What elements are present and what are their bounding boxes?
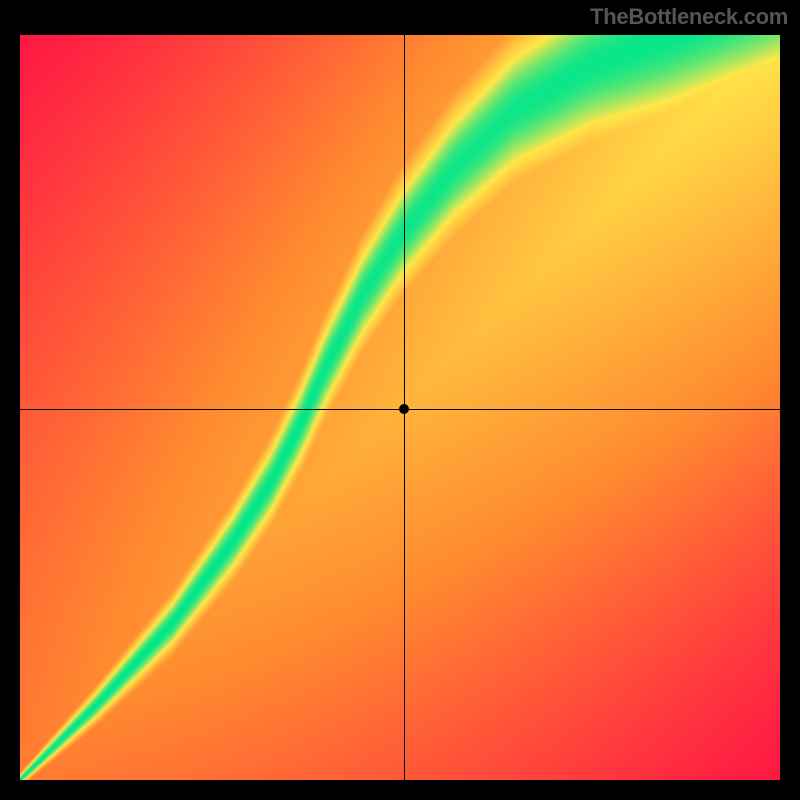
heatmap-plot	[20, 35, 780, 780]
chart-container: { "watermark": "TheBottleneck.com", "wat…	[0, 0, 800, 800]
crosshair-marker	[399, 404, 409, 414]
watermark-text: TheBottleneck.com	[590, 4, 788, 30]
